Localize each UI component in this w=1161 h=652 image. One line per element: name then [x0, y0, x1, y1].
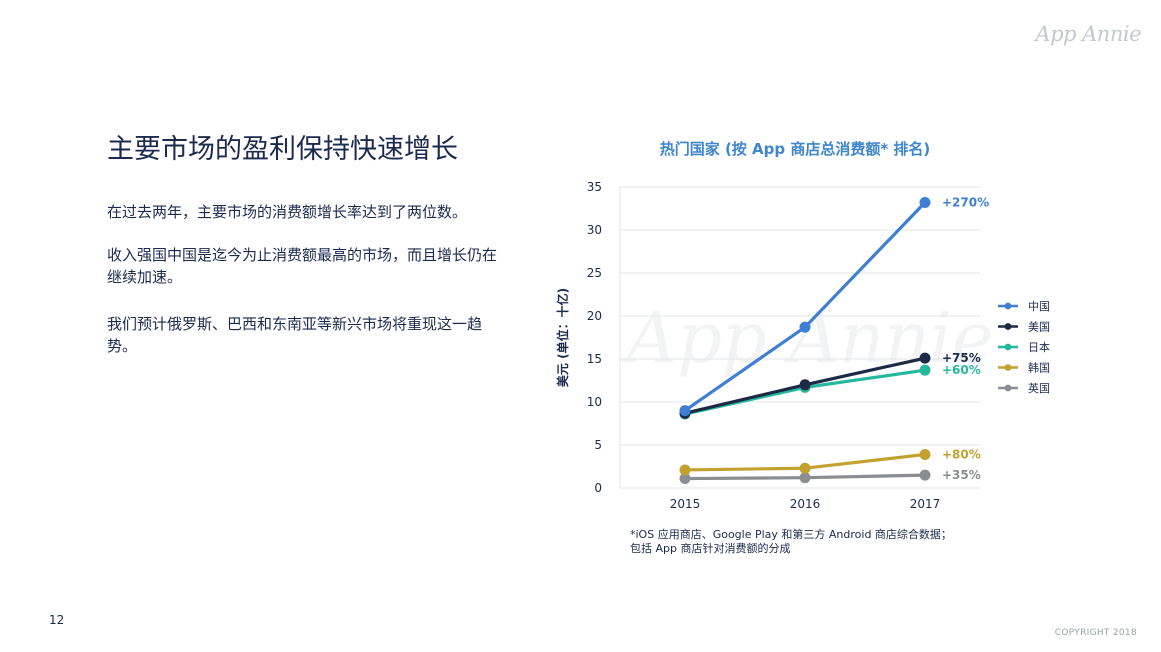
data-point-英国-2015 [679, 473, 691, 485]
y-axis-label: 美元 (单位：十亿) [555, 288, 570, 387]
footnote-line-1: *iOS 应用商店、Google Play 和第三方 Android 商店综合数… [630, 528, 952, 541]
data-point-英国-2017 [919, 469, 931, 481]
line-chart: App Annie 0 5 10 15 20 25 30 35 2015 2016 2017 美元 (单… [555, 180, 1050, 511]
data-point-英国-2016 [799, 472, 811, 484]
growth-label-韩国: +80% [942, 447, 981, 461]
data-point-中国-2016 [799, 321, 811, 333]
y-tick-label: 5 [594, 438, 602, 452]
copyright: COPYRIGHT 2018 [1054, 628, 1137, 638]
page-number: 12 [49, 613, 65, 627]
data-point-中国-2017 [919, 196, 931, 208]
legend-marker-美国 [1004, 323, 1012, 330]
footnote-line-2: 包括 App 商店针对消费额的分成 [630, 542, 791, 555]
paragraph-1: 在过去两年，主要市场的消费额增长率达到了两位数。 [107, 203, 468, 221]
chart-footnote: *iOS 应用商店、Google Play 和第三方 Android 商店综合数… [630, 528, 952, 556]
y-tick-label: 0 [594, 481, 602, 495]
legend-label-韩国: 韩国 [1028, 361, 1050, 375]
growth-label-英国: +35% [942, 468, 981, 482]
chart-watermark: App Annie [621, 297, 994, 379]
legend-label-中国: 中国 [1028, 300, 1050, 313]
x-tick-label: 2015 [670, 497, 701, 511]
paragraph-3: 我们预计俄罗斯、巴西和东南亚等新兴市场将重现这一趋势。 [107, 315, 483, 355]
growth-label-美国: +75% [942, 351, 981, 365]
legend-marker-英国 [1004, 384, 1012, 392]
y-tick-label: 20 [587, 309, 602, 323]
growth-label-日本: +60% [942, 363, 981, 377]
data-point-韩国-2015 [679, 464, 691, 476]
legend-label-美国: 美国 [1028, 321, 1050, 334]
y-tick-label: 10 [587, 395, 602, 409]
data-point-中国-2015 [679, 405, 691, 417]
x-tick-label: 2016 [790, 497, 821, 511]
data-point-美国-2017 [919, 352, 931, 364]
data-point-韩国-2016 [799, 462, 811, 474]
legend-label-英国: 英国 [1028, 381, 1050, 395]
slide-title: 主要市场的盈利保持快速增长 [107, 134, 458, 166]
legend-marker-日本 [1004, 343, 1012, 351]
growth-label-中国: +270% [942, 195, 989, 209]
x-tick-label: 2017 [910, 497, 941, 511]
app-annie-logo: App Annie [1035, 22, 1141, 46]
legend-marker-中国 [1004, 302, 1012, 310]
y-tick-label: 15 [587, 352, 602, 366]
legend-label-日本: 日本 [1028, 340, 1050, 354]
data-point-美国-2016 [799, 379, 811, 391]
data-point-韩国-2017 [919, 448, 931, 460]
data-point-日本-2017 [919, 364, 931, 376]
y-tick-label: 35 [587, 180, 602, 194]
y-tick-label: 25 [587, 266, 602, 280]
chart-title: 热门国家 (按 App 商店总消费额* 排名) [659, 140, 931, 158]
y-tick-label: 30 [587, 223, 602, 237]
legend-marker-韩国 [1004, 364, 1012, 371]
paragraph-2: 收入强国中国是迄今为止消费额最高的市场，而且增长仍在继续加速。 [107, 246, 498, 286]
